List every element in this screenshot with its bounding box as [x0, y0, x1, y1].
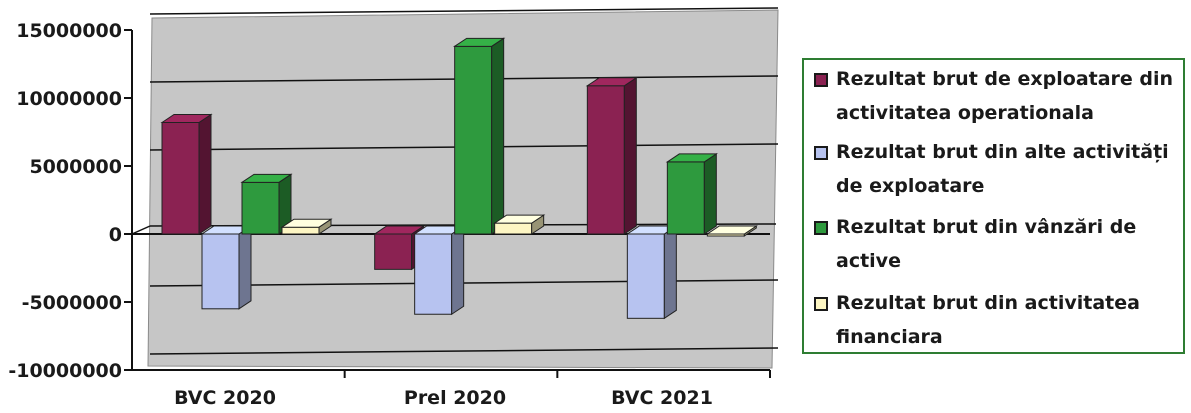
bar: [453, 37, 506, 235]
bar-top: [665, 153, 718, 163]
bar-front: [161, 121, 200, 235]
bar-front: [626, 233, 665, 319]
zero-floor-edge: [131, 225, 151, 235]
legend-swatch: [814, 73, 828, 87]
bar-front: [586, 85, 625, 235]
bar-front: [201, 233, 240, 310]
gridline: [149, 347, 779, 355]
bar-front: [454, 45, 493, 235]
bars: [160, 37, 758, 320]
bar-side: [238, 225, 252, 310]
bar: [240, 173, 293, 235]
bar-side: [663, 225, 677, 320]
legend-swatch: [814, 297, 828, 311]
bar-top: [240, 173, 293, 183]
bar-side: [198, 113, 212, 235]
legend-label: Rezultat brut din activitatea financiara: [836, 292, 1140, 348]
x-tick-label: BVC 2020: [174, 387, 276, 409]
y-tick-label: -5000000: [22, 292, 122, 314]
bar: [705, 225, 758, 237]
y-tick-label: 10000000: [16, 88, 122, 110]
bar-side: [451, 225, 465, 316]
bar-front: [494, 222, 533, 235]
y-tick-label: -10000000: [8, 360, 122, 382]
bar-top: [373, 225, 426, 235]
bar-top: [705, 225, 758, 235]
bar-top: [280, 218, 333, 228]
bar-top: [585, 77, 638, 87]
y-tick-label: 5000000: [29, 156, 122, 178]
bar-top: [160, 113, 213, 123]
bar: [200, 225, 253, 310]
bar-front: [666, 161, 705, 235]
bar-front: [281, 226, 320, 235]
x-tick-label: Prel 2020: [404, 387, 506, 409]
bar-front: [374, 233, 413, 270]
bar: [665, 152, 718, 235]
bar-front: [414, 233, 453, 315]
legend-label: Rezultat brut de exploatare din activita…: [836, 68, 1174, 124]
bar: [280, 218, 333, 235]
bar-top: [453, 37, 506, 47]
bar: [160, 113, 213, 235]
bar: [625, 225, 678, 320]
x-axis-ticks: BVC 2020 Prel 2020 BVC 2021: [174, 370, 771, 409]
legend-swatch: [814, 221, 828, 235]
bar: [585, 76, 638, 235]
bar-side: [491, 37, 505, 235]
y-tick-label: 15000000: [16, 20, 122, 42]
legend-label: Rezultat brut din vânzări de active: [836, 216, 1137, 272]
gridline: [149, 7, 779, 15]
bar: [493, 214, 546, 235]
y-tick-label: 0: [109, 224, 122, 246]
legend: Rezultat brut de exploatare din activita…: [802, 58, 1185, 354]
bar-front: [241, 181, 280, 235]
bar-top: [493, 214, 546, 224]
y-axis-ticks: 15000000 10000000 5000000 0 -5000000 -1000000…: [8, 20, 132, 382]
bar-side: [703, 152, 717, 235]
x-tick-label: BVC 2021: [611, 387, 713, 409]
bar-side: [623, 76, 637, 235]
legend-swatch: [814, 146, 828, 160]
bar: [413, 225, 466, 316]
legend-label: Rezultat brut din alte activități de exp…: [836, 141, 1169, 197]
